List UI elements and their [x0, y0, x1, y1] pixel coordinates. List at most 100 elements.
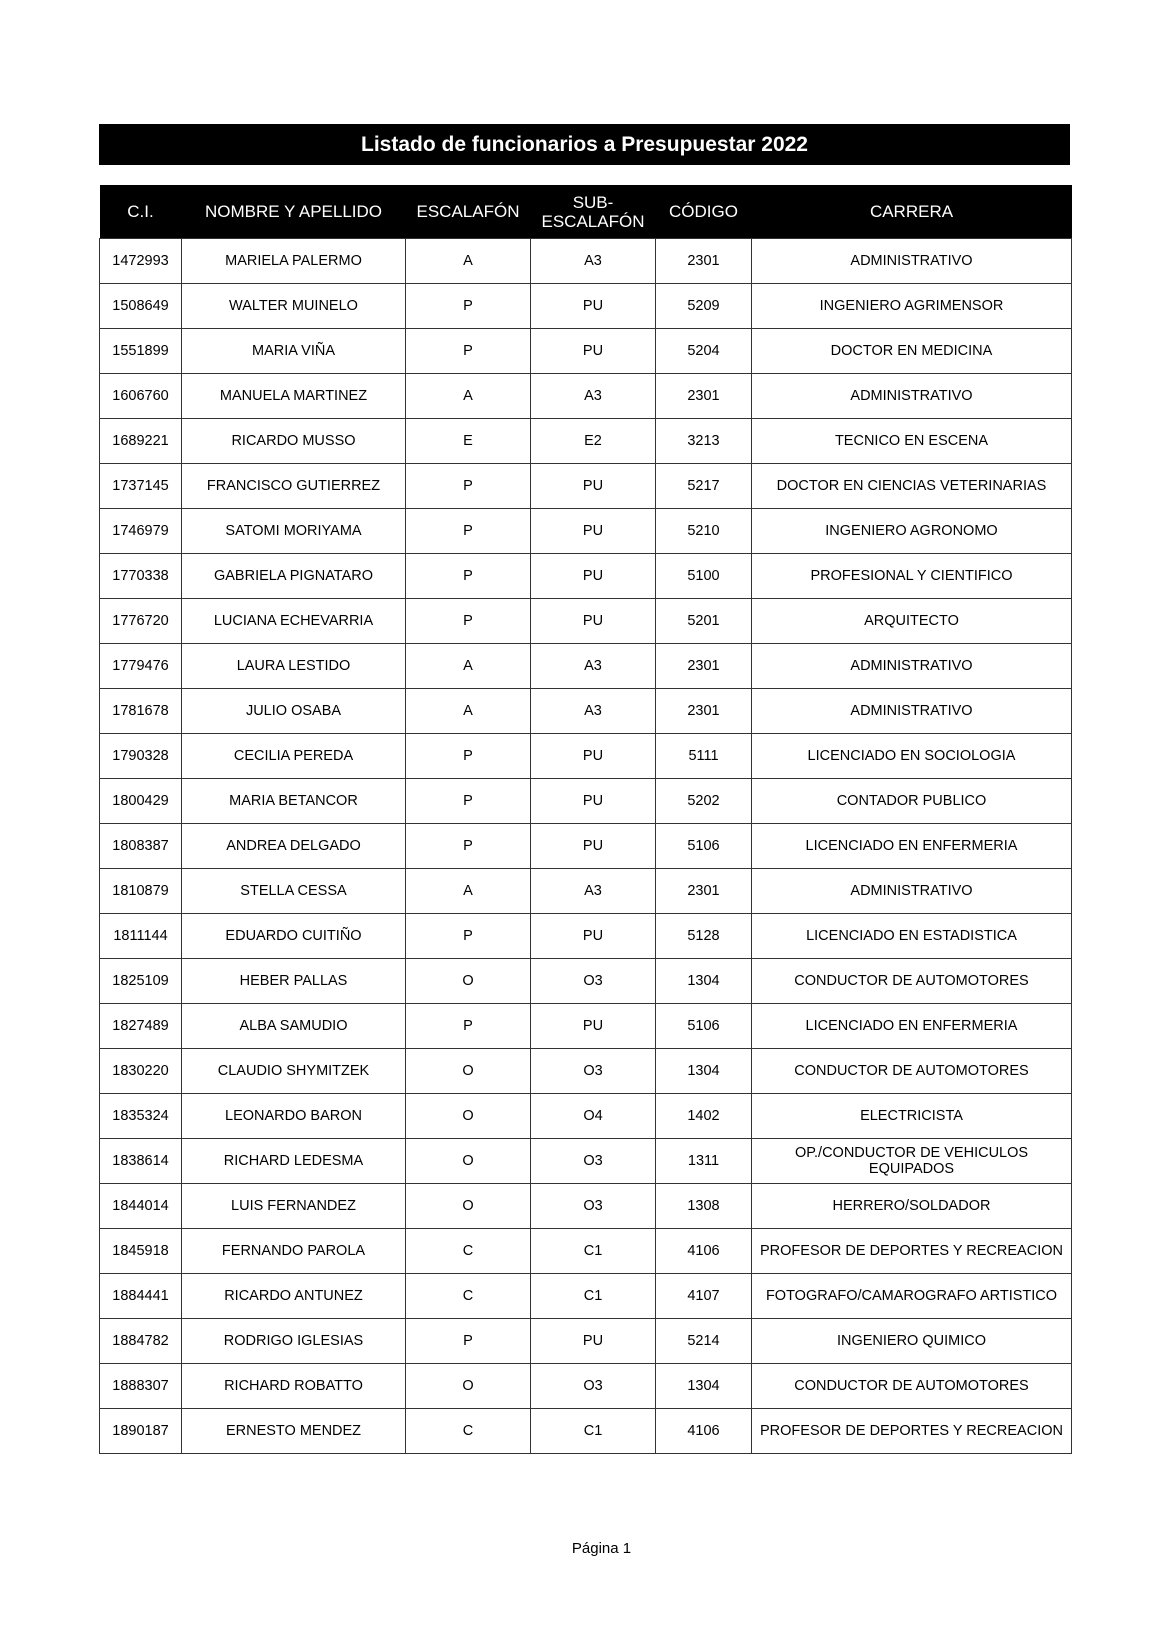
cell-ci: 1770338 [99, 553, 182, 599]
cell-carrera: ARQUITECTO [751, 598, 1072, 644]
cell-escalafon: P [405, 778, 531, 824]
cell-subescalafon: E2 [530, 418, 656, 464]
cell-subescalafon: PU [530, 778, 656, 824]
table-row: 1800429 MARIA BETANCOR P PU 5202 CONTADOR PUB… [99, 778, 1072, 824]
cell-carrera: OP./CONDUCTOR DE VEHICULOS EQUIPADOS [751, 1138, 1072, 1184]
cell-subescalafon: O3 [530, 1183, 656, 1229]
cell-subescalafon: A3 [530, 373, 656, 419]
table-row: 1737145 FRANCISCO GUTIERREZ P PU 5217 DOCTOR … [99, 463, 1072, 509]
cell-name: MARIA BETANCOR [181, 778, 406, 824]
table-row: 1811144 EDUARDO CUITIÑO P PU 5128 LICENCIADO … [99, 913, 1072, 959]
cell-ci: 1606760 [99, 373, 182, 419]
cell-codigo: 5210 [655, 508, 752, 554]
cell-carrera: ELECTRICISTA [751, 1093, 1072, 1139]
cell-codigo: 5209 [655, 283, 752, 329]
cell-codigo: 5111 [655, 733, 752, 779]
table-row: 1825109 HEBER PALLAS O O3 1304 CONDUCTOR DE A… [99, 958, 1072, 1004]
cell-codigo: 2301 [655, 688, 752, 734]
page-title: Listado de funcionarios a Presupuestar 2… [99, 124, 1070, 165]
cell-name: GABRIELA PIGNATARO [181, 553, 406, 599]
cell-carrera: ADMINISTRATIVO [751, 238, 1072, 284]
table-row: 1888307 RICHARD ROBATTO O O3 1304 CONDUCTOR D… [99, 1363, 1072, 1409]
cell-ci: 1790328 [99, 733, 182, 779]
cell-escalafon: C [405, 1408, 531, 1454]
cell-name: LUCIANA ECHEVARRIA [181, 598, 406, 644]
cell-codigo: 4106 [655, 1228, 752, 1274]
cell-subescalafon: C1 [530, 1273, 656, 1319]
cell-escalafon: O [405, 1048, 531, 1094]
cell-ci: 1884441 [99, 1273, 182, 1319]
cell-codigo: 2301 [655, 373, 752, 419]
cell-carrera: CONTADOR PUBLICO [751, 778, 1072, 824]
cell-name: RICHARD ROBATTO [181, 1363, 406, 1409]
cell-escalafon: P [405, 598, 531, 644]
cell-ci: 1810879 [99, 868, 182, 914]
cell-name: LUIS FERNANDEZ [181, 1183, 406, 1229]
table-row: 1746979 SATOMI MORIYAMA P PU 5210 INGENIERO A… [99, 508, 1072, 554]
cell-carrera: ADMINISTRATIVO [751, 688, 1072, 734]
cell-codigo: 3213 [655, 418, 752, 464]
cell-escalafon: P [405, 733, 531, 779]
cell-subescalafon: O3 [530, 1138, 656, 1184]
cell-name: STELLA CESSA [181, 868, 406, 914]
cell-codigo: 1308 [655, 1183, 752, 1229]
cell-subescalafon: O4 [530, 1093, 656, 1139]
cell-escalafon: O [405, 958, 531, 1004]
cell-subescalafon: PU [530, 1318, 656, 1364]
cell-subescalafon: PU [530, 328, 656, 374]
cell-escalafon: C [405, 1228, 531, 1274]
cell-escalafon: O [405, 1183, 531, 1229]
staff-table: C.I. NOMBRE Y APELLIDO ESCALAFÓN SUB- ES… [99, 185, 1072, 1454]
table-row: 1827489 ALBA SAMUDIO P PU 5106 LICENCIADO EN … [99, 1003, 1072, 1049]
cell-ci: 1825109 [99, 958, 182, 1004]
cell-ci: 1845918 [99, 1228, 182, 1274]
table-row: 1689221 RICARDO MUSSO E E2 3213 TECNICO EN ES… [99, 418, 1072, 464]
cell-subescalafon: C1 [530, 1408, 656, 1454]
table-row: 1844014 LUIS FERNANDEZ O O3 1308 HERRERO/SOLD… [99, 1183, 1072, 1229]
cell-ci: 1830220 [99, 1048, 182, 1094]
cell-escalafon: P [405, 283, 531, 329]
cell-name: JULIO OSABA [181, 688, 406, 734]
table-row: 1770338 GABRIELA PIGNATARO P PU 5100 PROFESIO… [99, 553, 1072, 599]
column-header-carrera: CARRERA [751, 185, 1072, 239]
cell-ci: 1838614 [99, 1138, 182, 1184]
cell-name: FERNANDO PAROLA [181, 1228, 406, 1274]
cell-ci: 1737145 [99, 463, 182, 509]
cell-subescalafon: A3 [530, 868, 656, 914]
cell-codigo: 5202 [655, 778, 752, 824]
cell-carrera: DOCTOR EN MEDICINA [751, 328, 1072, 374]
cell-escalafon: A [405, 643, 531, 689]
cell-subescalafon: PU [530, 283, 656, 329]
cell-codigo: 1304 [655, 1048, 752, 1094]
cell-escalafon: C [405, 1273, 531, 1319]
cell-carrera: PROFESOR DE DEPORTES Y RECREACION [751, 1408, 1072, 1454]
cell-ci: 1844014 [99, 1183, 182, 1229]
table-row: 1606760 MANUELA MARTINEZ A A3 2301 ADMINISTRA… [99, 373, 1072, 419]
cell-name: EDUARDO CUITIÑO [181, 913, 406, 959]
cell-carrera: CONDUCTOR DE AUTOMOTORES [751, 1363, 1072, 1409]
cell-carrera: ADMINISTRATIVO [751, 868, 1072, 914]
cell-escalafon: O [405, 1363, 531, 1409]
cell-codigo: 4106 [655, 1408, 752, 1454]
cell-codigo: 5214 [655, 1318, 752, 1364]
table-row: 1808387 ANDREA DELGADO P PU 5106 LICENCIADO E… [99, 823, 1072, 869]
cell-escalafon: P [405, 913, 531, 959]
cell-codigo: 1304 [655, 1363, 752, 1409]
cell-name: CECILIA PEREDA [181, 733, 406, 779]
cell-carrera: LICENCIADO EN SOCIOLOGIA [751, 733, 1072, 779]
cell-name: HEBER PALLAS [181, 958, 406, 1004]
cell-name: SATOMI MORIYAMA [181, 508, 406, 554]
cell-carrera: LICENCIADO EN ESTADISTICA [751, 913, 1072, 959]
cell-subescalafon: PU [530, 1003, 656, 1049]
cell-ci: 1827489 [99, 1003, 182, 1049]
cell-ci: 1779476 [99, 643, 182, 689]
table-row: 1890187 ERNESTO MENDEZ C C1 4106 PROFESOR DE … [99, 1408, 1072, 1454]
cell-subescalafon: A3 [530, 643, 656, 689]
cell-subescalafon: PU [530, 913, 656, 959]
cell-name: FRANCISCO GUTIERREZ [181, 463, 406, 509]
cell-ci: 1884782 [99, 1318, 182, 1364]
table-row: 1830220 CLAUDIO SHYMITZEK O O3 1304 CONDUCTOR… [99, 1048, 1072, 1094]
column-header-codigo: CÓDIGO [655, 185, 752, 239]
cell-subescalafon: O3 [530, 958, 656, 1004]
table-row: 1790328 CECILIA PEREDA P PU 5111 LICENCIADO E… [99, 733, 1072, 779]
